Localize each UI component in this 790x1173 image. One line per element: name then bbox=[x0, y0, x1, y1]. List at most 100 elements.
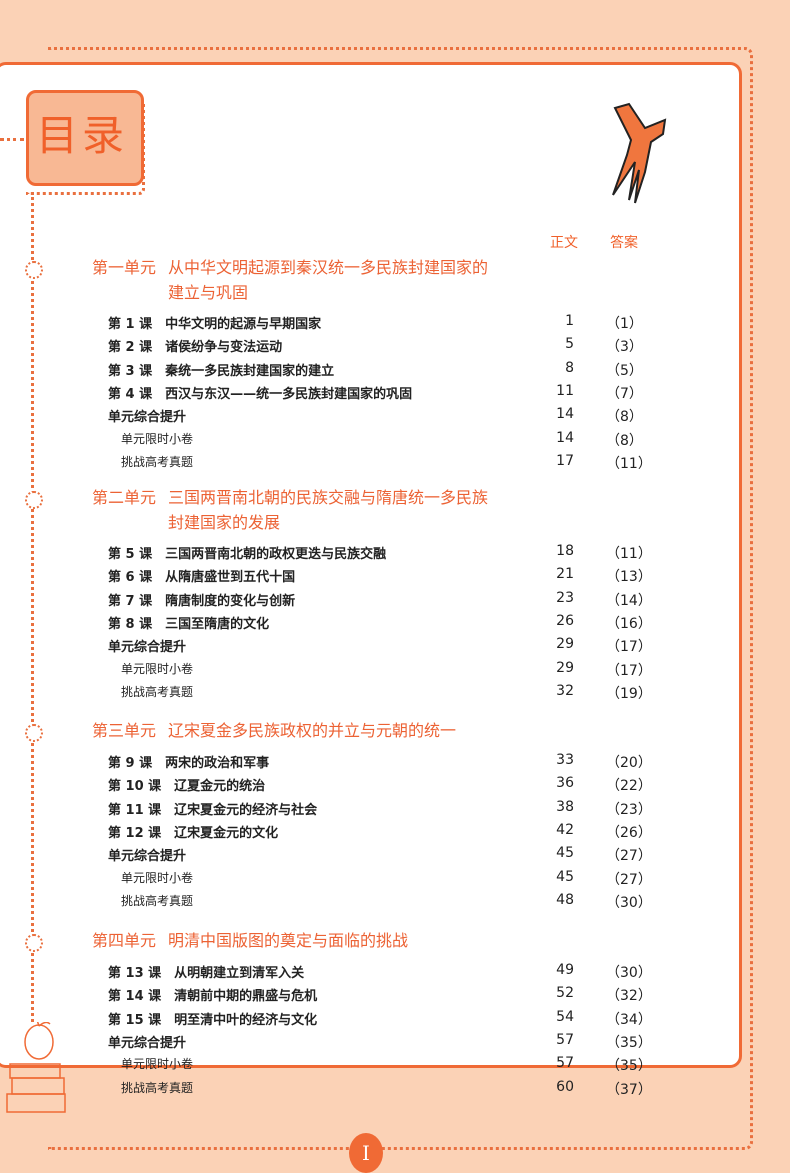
entry-answer-page: （30） bbox=[606, 894, 652, 911]
sub-entry-row[interactable]: 挑战高考真题 48 （30） bbox=[0, 892, 700, 915]
sub-entry-row[interactable]: 挑战高考真题 60 （37） bbox=[0, 1079, 700, 1102]
sub-entry-row[interactable]: 挑战高考真题 32 （19） bbox=[0, 683, 700, 706]
entry-page: 32 bbox=[556, 682, 574, 699]
entry-title: 单元综合提升 bbox=[108, 1035, 187, 1051]
lesson-row[interactable]: 第 5 课 三国两晋南北朝的政权更迭与民族交融 18 （11） bbox=[0, 543, 700, 566]
lesson-row[interactable]: 第 8 课 三国至隋唐的文化 26 （16） bbox=[0, 613, 700, 636]
entry-answer-page: （22） bbox=[606, 778, 652, 795]
entry-answer-page: （27） bbox=[606, 848, 652, 865]
entry-page: 48 bbox=[556, 891, 574, 908]
entry-answer-page: （3） bbox=[606, 339, 643, 356]
entry-answer-page: （27） bbox=[606, 871, 652, 888]
entry-answer-page: （11） bbox=[606, 455, 652, 472]
unit-heading[interactable]: 第二单元 三国两晋南北朝的民族交融与隋唐统一多民族 封建国家的发展 bbox=[92, 485, 488, 535]
entry-answer-page: （20） bbox=[606, 755, 652, 771]
entry-page: 57 bbox=[556, 1031, 574, 1048]
sub-entry-row[interactable]: 单元限时小卷 14 （8） bbox=[0, 430, 700, 453]
unit-label: 第一单元 bbox=[92, 258, 157, 277]
entry-page: 8 bbox=[565, 359, 574, 376]
unit-title: 明清中国版图的奠定与面临的挑战 bbox=[168, 931, 409, 950]
entry-answer-page: （35） bbox=[606, 1034, 652, 1051]
entry-title: 第 4 课 西汉与东汉——统一多民族封建国家的巩固 bbox=[108, 386, 413, 402]
entry-title: 第 11 课 辽宋夏金元的经济与社会 bbox=[108, 802, 318, 818]
column-header-body: 正文 bbox=[550, 235, 578, 251]
entry-answer-page: （23） bbox=[606, 801, 652, 818]
entry-title: 挑战高考真题 bbox=[121, 454, 194, 469]
entry-page: 45 bbox=[556, 845, 574, 862]
lesson-row[interactable]: 第 9 课 两宋的政治和军事 33 （20） bbox=[0, 752, 700, 775]
apple-books-icon bbox=[6, 1022, 66, 1113]
entry-answer-page: （37） bbox=[606, 1081, 652, 1098]
entry-title: 第 10 课 辽夏金元的统治 bbox=[108, 779, 266, 795]
sub-entry-row[interactable]: 单元限时小卷 45 （27） bbox=[0, 869, 700, 892]
entry-page: 23 bbox=[556, 589, 574, 606]
timeline-node bbox=[25, 491, 43, 509]
unit-title: 辽宋夏金多民族政权的并立与元朝的统一 bbox=[168, 721, 457, 740]
lesson-row[interactable]: 第 12 课 辽宋夏金元的文化 42 （26） bbox=[0, 822, 700, 845]
entry-title: 挑战高考真题 bbox=[121, 684, 194, 699]
entry-title: 第 14 课 清朝前中期的鼎盛与危机 bbox=[108, 989, 318, 1005]
lesson-row[interactable]: 第 2 课 诸侯纷争与变法运动 5 （3） bbox=[0, 336, 700, 359]
sub-entry-row[interactable]: 挑战高考真题 17 （11） bbox=[0, 453, 700, 476]
entry-answer-page: （17） bbox=[606, 639, 652, 656]
sub-entry-row[interactable]: 单元限时小卷 29 （17） bbox=[0, 660, 700, 683]
entry-answer-page: （19） bbox=[606, 685, 652, 702]
lesson-row[interactable]: 第 14 课 清朝前中期的鼎盛与危机 52 （32） bbox=[0, 985, 700, 1008]
unit-heading[interactable]: 第一单元 从中华文明起源到秦汉统一多民族封建国家的 建立与巩固 bbox=[92, 255, 488, 305]
sub-entry-row[interactable]: 单元限时小卷 57 （35） bbox=[0, 1055, 700, 1078]
entry-answer-page: （14） bbox=[606, 592, 652, 609]
entry-page: 1 bbox=[565, 313, 574, 329]
entry-answer-page: （35） bbox=[606, 1058, 652, 1075]
entry-title: 第 5 课 三国两晋南北朝的政权更迭与民族交融 bbox=[108, 547, 387, 562]
lesson-row[interactable]: 第 1 课 中华文明的起源与早期国家 1 （1） bbox=[0, 313, 700, 336]
entry-page: 42 bbox=[556, 821, 574, 838]
lesson-row[interactable]: 第 7 课 隋唐制度的变化与创新 23 （14） bbox=[0, 590, 700, 613]
entry-answer-page: （1） bbox=[606, 316, 643, 332]
title-box bbox=[26, 90, 144, 186]
entry-answer-page: （26） bbox=[606, 824, 652, 841]
content-panel bbox=[0, 62, 742, 1068]
entry-answer-page: （11） bbox=[606, 546, 652, 562]
lesson-row[interactable]: 第 4 课 西汉与东汉——统一多民族封建国家的巩固 11 （7） bbox=[0, 383, 700, 406]
entry-title: 第 8 课 三国至隋唐的文化 bbox=[108, 616, 270, 632]
entry-title: 第 2 课 诸侯纷争与变法运动 bbox=[108, 340, 283, 356]
entry-page: 14 bbox=[556, 406, 574, 423]
lesson-row[interactable]: 单元综合提升 14 （8） bbox=[0, 406, 700, 429]
lesson-row[interactable]: 第 10 课 辽夏金元的统治 36 （22） bbox=[0, 775, 700, 798]
lesson-row[interactable]: 第 15 课 明至清中叶的经济与文化 54 （34） bbox=[0, 1009, 700, 1032]
entry-title: 第 1 课 中华文明的起源与早期国家 bbox=[108, 317, 322, 332]
entry-page: 33 bbox=[556, 752, 574, 768]
entry-page: 17 bbox=[556, 452, 574, 469]
lesson-row[interactable]: 单元综合提升 57 （35） bbox=[0, 1032, 700, 1055]
entry-page: 38 bbox=[556, 798, 574, 815]
entry-title: 第 12 课 辽宋夏金元的文化 bbox=[108, 825, 279, 841]
entry-title: 挑战高考真题 bbox=[121, 1080, 194, 1095]
entry-answer-page: （8） bbox=[606, 409, 643, 426]
lesson-row[interactable]: 第 3 课 秦统一多民族封建国家的建立 8 （5） bbox=[0, 360, 700, 383]
lesson-row[interactable]: 第 13 课 从明朝建立到清军入关 49 （30） bbox=[0, 962, 700, 985]
entry-title: 第 9 课 两宋的政治和军事 bbox=[108, 756, 270, 771]
entry-title: 第 13 课 从明朝建立到清军入关 bbox=[108, 966, 305, 981]
unit-title: 从中华文明起源到秦汉统一多民族封建国家的 bbox=[168, 258, 489, 277]
entry-page: 11 bbox=[556, 382, 574, 399]
lesson-row[interactable]: 单元综合提升 45 （27） bbox=[0, 845, 700, 868]
unit-heading[interactable]: 第四单元 明清中国版图的奠定与面临的挑战 bbox=[92, 928, 408, 953]
entry-title: 第 7 课 隋唐制度的变化与创新 bbox=[108, 593, 296, 609]
lesson-row[interactable]: 第 6 课 从隋唐盛世到五代十国 21 （13） bbox=[0, 566, 700, 589]
entry-title: 第 6 课 从隋唐盛世到五代十国 bbox=[108, 570, 296, 586]
outer-dotted-border bbox=[48, 47, 753, 1150]
entry-title: 单元综合提升 bbox=[108, 410, 187, 426]
entry-title: 单元综合提升 bbox=[108, 849, 187, 865]
timeline-line bbox=[31, 192, 34, 1022]
lesson-row[interactable]: 第 11 课 辽宋夏金元的经济与社会 38 （23） bbox=[0, 799, 700, 822]
lesson-row[interactable]: 单元综合提升 29 （17） bbox=[0, 636, 700, 659]
unit-title: 三国两晋南北朝的民族交融与隋唐统一多民族 bbox=[168, 488, 489, 507]
entry-page: 60 bbox=[556, 1078, 574, 1095]
unit-label: 第四单元 bbox=[92, 931, 157, 950]
entry-answer-page: （5） bbox=[606, 362, 643, 379]
entry-answer-page: （17） bbox=[606, 662, 652, 679]
entry-page: 14 bbox=[556, 429, 574, 446]
unit-label: 第二单元 bbox=[92, 488, 157, 507]
dotted-connector bbox=[0, 138, 24, 141]
unit-heading[interactable]: 第三单元 辽宋夏金多民族政权的并立与元朝的统一 bbox=[92, 718, 456, 743]
